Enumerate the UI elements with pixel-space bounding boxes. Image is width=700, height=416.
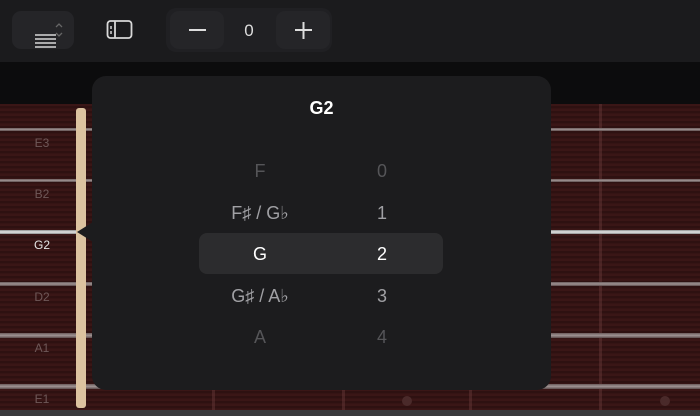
bottom-bar <box>0 410 700 416</box>
toolbar: 0 <box>0 0 700 62</box>
fret-number: 3 <box>376 286 387 306</box>
fret <box>599 104 602 410</box>
popover-arrow <box>77 222 93 242</box>
picker-selection-highlight <box>199 233 443 274</box>
popover-title: G2 <box>309 98 334 118</box>
transpose-stepper: 0 <box>166 8 332 52</box>
nut <box>76 108 86 408</box>
picker-row[interactable]: F♯ / G♭ 1 <box>92 199 551 229</box>
string-label[interactable]: E1 <box>34 392 50 406</box>
note-name: G <box>252 244 267 264</box>
string-label[interactable]: A1 <box>34 341 50 355</box>
fret-marker <box>660 396 670 406</box>
note-name: F <box>254 161 266 181</box>
fret-number: 2 <box>376 244 387 264</box>
sidebar-icon[interactable] <box>106 19 134 41</box>
string-label[interactable]: D2 <box>34 290 50 304</box>
list-icon <box>35 34 56 48</box>
string-label[interactable]: B2 <box>34 187 50 201</box>
fret-number: 0 <box>376 161 387 181</box>
stepper-value: 0 <box>244 21 254 40</box>
note-name: G♯ / A♭ <box>231 286 289 306</box>
view-menu-button[interactable] <box>12 11 74 49</box>
fret-marker <box>402 396 412 406</box>
decrement-button[interactable] <box>170 11 224 49</box>
note-name: A <box>253 327 266 347</box>
string-label-selected[interactable]: G2 <box>33 238 50 252</box>
chevron-updown-icon <box>55 23 63 37</box>
plus-icon <box>295 22 312 39</box>
minus-icon <box>189 29 206 31</box>
fret-number: 1 <box>376 203 387 223</box>
picker-row[interactable]: G♯ / A♭ 3 <box>92 282 551 312</box>
fret-number: 4 <box>376 327 387 347</box>
string-label[interactable]: E3 <box>34 136 50 150</box>
increment-button[interactable] <box>276 11 330 49</box>
note-name: F♯ / G♭ <box>231 203 289 223</box>
